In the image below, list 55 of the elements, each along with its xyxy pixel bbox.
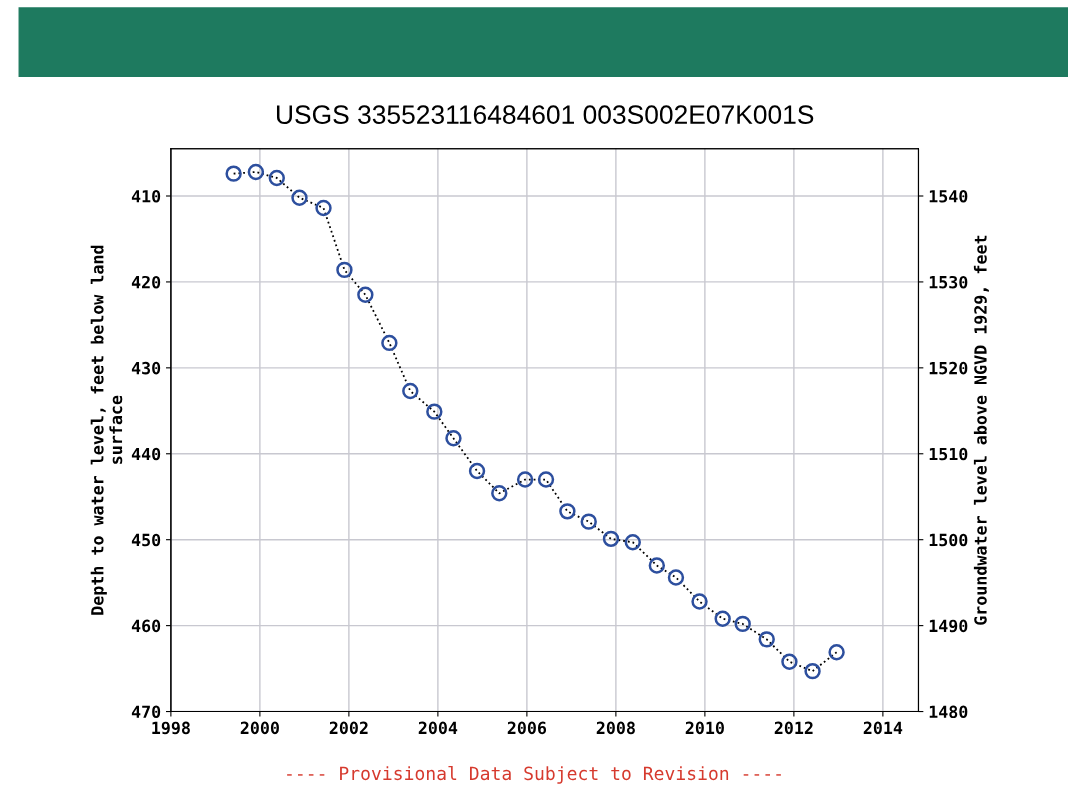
point: [804, 662, 821, 680]
point: [781, 653, 798, 670]
point: [667, 569, 685, 586]
point: [714, 610, 731, 627]
y-tick-label: 470: [131, 705, 161, 719]
text: ---- Provisional Data Subject to Revision ----: [287, 766, 781, 784]
point: [602, 530, 620, 548]
point: [381, 334, 398, 352]
y-tick-label: 410: [131, 189, 161, 203]
x-tick-label: 2004: [418, 721, 458, 735]
point: [445, 430, 462, 447]
x-tick-label: 2012: [774, 721, 813, 735]
x-tick-label: 2010: [685, 721, 724, 735]
point: [247, 163, 265, 181]
x-tick-label: 2000: [240, 721, 279, 735]
point: [402, 382, 419, 400]
point: [357, 286, 374, 303]
point: [648, 557, 666, 574]
point: [624, 534, 641, 551]
point: [758, 631, 775, 648]
x-tick-label: 2014: [863, 721, 903, 735]
point: [315, 199, 332, 217]
point: [828, 644, 845, 661]
y2-tick-label: 1490: [929, 619, 968, 633]
x-tick-label: 1998: [152, 721, 190, 735]
y2-tick-label: 1530: [929, 275, 968, 289]
y-tick-label: 450: [131, 533, 161, 547]
point: [734, 615, 751, 633]
y2-tick-label: 1480: [929, 705, 968, 719]
x-tick-label: 2006: [507, 721, 547, 735]
y-tick-label: 440: [131, 447, 161, 461]
point: [468, 462, 486, 480]
x-tick-label: 2002: [329, 721, 368, 735]
y2-tick-label: 1500: [929, 533, 968, 547]
point: [225, 165, 242, 182]
point: [516, 471, 534, 488]
point: [268, 169, 285, 187]
chart-title: USGS 335523116484601 003S002E07K001S: [276, 105, 814, 124]
point: [691, 593, 708, 610]
y2-tick-label: 1540: [929, 189, 968, 203]
y-tick-label: 430: [131, 361, 161, 375]
y-tick-label: 460: [131, 619, 161, 633]
point: [426, 403, 443, 420]
point: [537, 471, 555, 488]
point: [580, 513, 597, 530]
y2-tick-label: 1520: [929, 361, 968, 375]
point: [291, 189, 308, 206]
y-axis-title: Depth to water level, feet below land surface: [90, 245, 123, 615]
y2-axis-title: Groundwater level above NGVD 1929, feet: [973, 235, 989, 625]
y-tick-label: 420: [131, 275, 161, 289]
y2-tick-label: 1510: [929, 447, 968, 461]
x-tick-label: 2008: [596, 721, 635, 735]
point: [491, 485, 508, 502]
point: [336, 261, 353, 279]
point: [559, 503, 576, 520]
